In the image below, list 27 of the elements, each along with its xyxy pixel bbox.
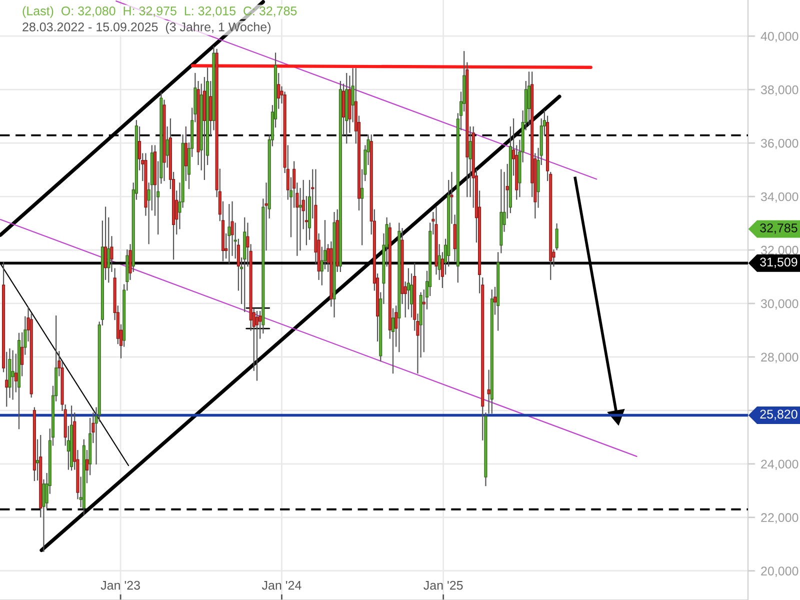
text: 28.03.2022 - 15.09.2025 (3 Jahre, 1 Woche) [22, 22, 270, 34]
candlestick [36, 439, 40, 480]
candlestick [255, 310, 259, 381]
y-tick-label: 40,000 [760, 32, 798, 42]
y-tick-label: 20,000 [761, 566, 798, 577]
chart-title: (Last) O: 32,080 H: 32,975 L: 32,015 C: 32,785 [22, 6, 297, 18]
y-tick-label: 32,000 [760, 246, 798, 256]
y-tick-label: 30,000 [760, 299, 798, 310]
candlestick [166, 126, 169, 168]
x-tick-label: Jan '24 [262, 580, 302, 590]
ref-line-label: 25,820 [760, 410, 798, 420]
candlestick [298, 188, 302, 251]
ref-line-label: 31,509 [760, 258, 798, 268]
candlestick [11, 350, 14, 400]
y-tick-label: 24,000 [761, 460, 798, 470]
y-tick-label: 36,000 [760, 138, 798, 150]
y-tick-label: 34,000 [760, 192, 798, 203]
x-tick-label: Jan '23 [100, 580, 140, 590]
text: 32,785 [760, 224, 798, 234]
candlestick [228, 204, 231, 264]
candlestick [107, 217, 110, 283]
y-tick-label: 38,000 [760, 85, 798, 96]
candlestick [277, 72, 280, 109]
y-tick-label: 22,000 [761, 513, 798, 524]
y-tick-label: 28,000 [761, 352, 798, 364]
candlestick [104, 206, 108, 280]
x-tick-label: Jan '25 [424, 580, 463, 590]
